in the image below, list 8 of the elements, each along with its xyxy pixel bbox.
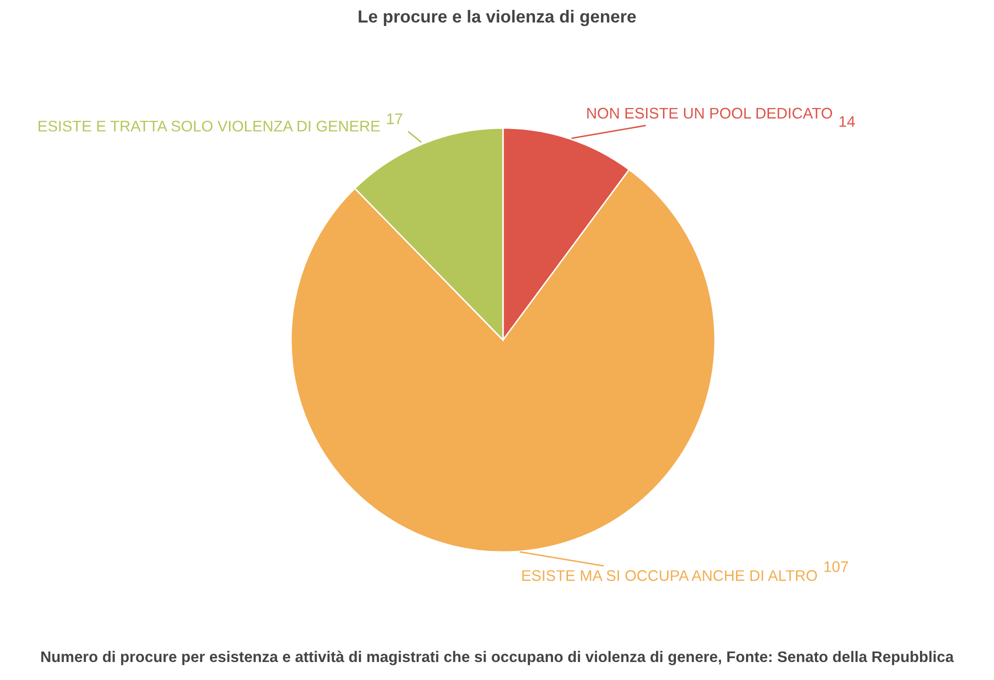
text: Numero di procure per esistenza e attività di magistrati che si occupano di violenza di genere, Fonte: Senato della Repubblica	[41, 650, 954, 666]
slice-label: ESISTE E TRATTA SOLO VIOLENZA DI GENERE	[38, 120, 380, 132]
data-label: 17	[387, 114, 402, 124]
data-label: 107	[824, 561, 848, 572]
data-label: 14	[840, 116, 855, 127]
slice-label: ESISTE MA SI OCCUPA ANCHE DI ALTRO	[522, 570, 817, 581]
slice-label: NON ESISTE UN POOL DEDICATO	[587, 108, 832, 119]
chart-title: Le procure e la violenza di genere	[358, 10, 636, 26]
